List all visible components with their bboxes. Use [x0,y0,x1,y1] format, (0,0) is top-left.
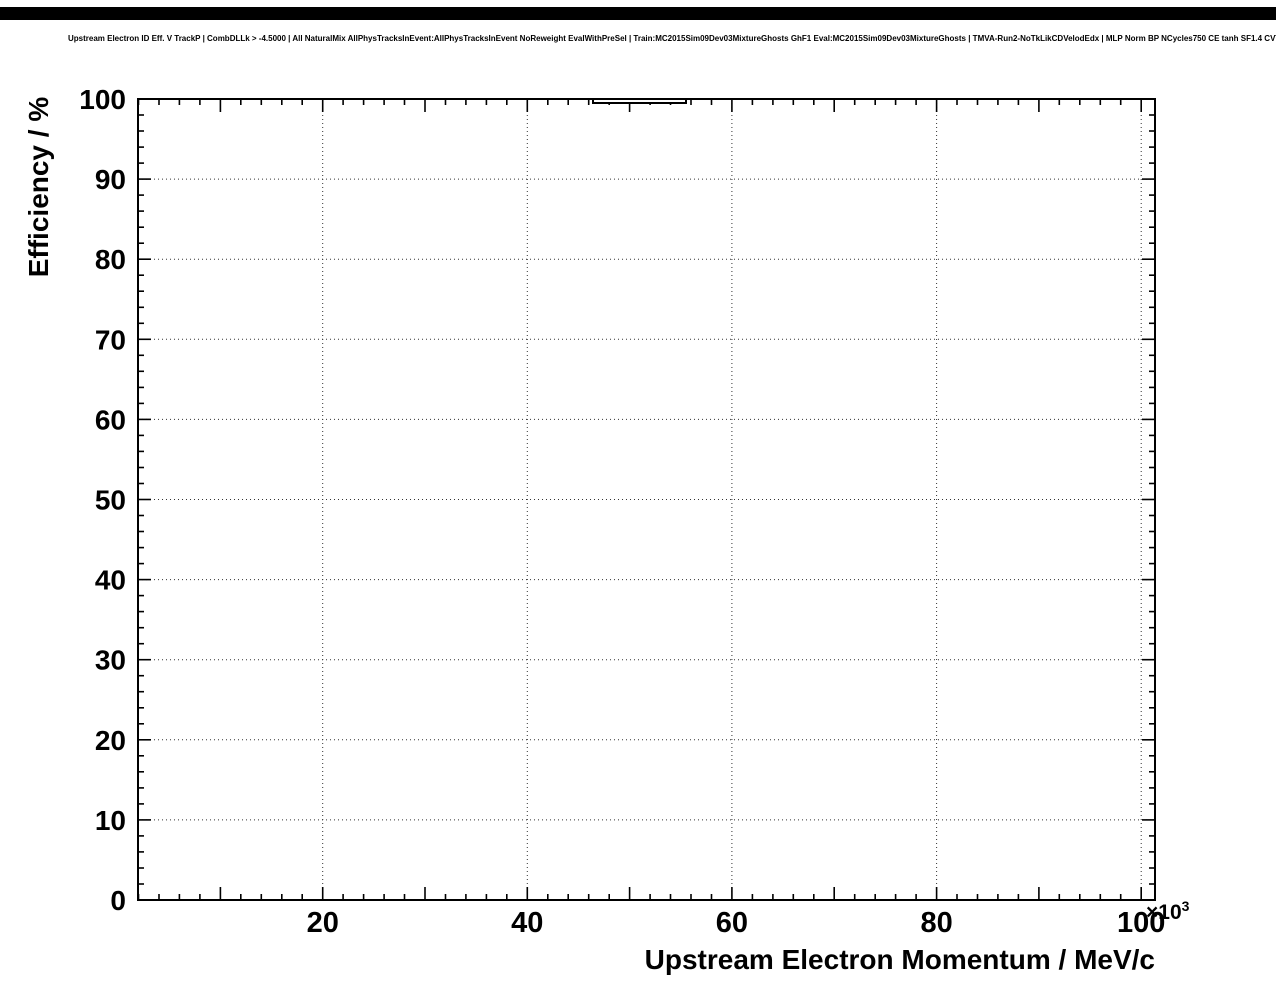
x-axis-exponent: ×103 [1146,898,1189,925]
tick-labels: 0 10 20 30 40 50 60 70 80 90 100 20 40 60 80 100 [79,84,1165,939]
grid-lines [138,99,1155,900]
y-tick-label: 60 [95,404,126,435]
y-tick-label: 10 [95,805,126,836]
exponent-base: ×10 [1146,901,1182,924]
x-tick-label: 80 [920,907,952,939]
y-tick-label: 70 [95,324,126,355]
y-tick-label: 50 [95,485,126,516]
x-tick-label: 40 [511,907,543,939]
y-tick-label: 90 [95,164,126,195]
y-tick-label: 30 [95,645,126,676]
y-axis-title: Efficiency / % [23,96,54,278]
x-tick-label: 100 [1117,907,1165,939]
legend [592,98,687,104]
plot-header-title: Upstream Electron ID Eff. V TrackP | Com… [68,34,1276,43]
y-tick-label: 20 [95,725,126,756]
y-tick-label: 0 [110,885,126,916]
exponent-power: 3 [1181,898,1190,914]
x-tick-label: 20 [307,907,339,939]
y-tick-label: 80 [95,244,126,275]
x-tick-label: 60 [716,907,748,939]
y-tick-label: 100 [79,84,126,115]
top-bar [0,7,1276,20]
y-tick-label: 40 [95,565,126,596]
x-axis-title: Upstream Electron Momentum / MeV/c [644,944,1155,975]
